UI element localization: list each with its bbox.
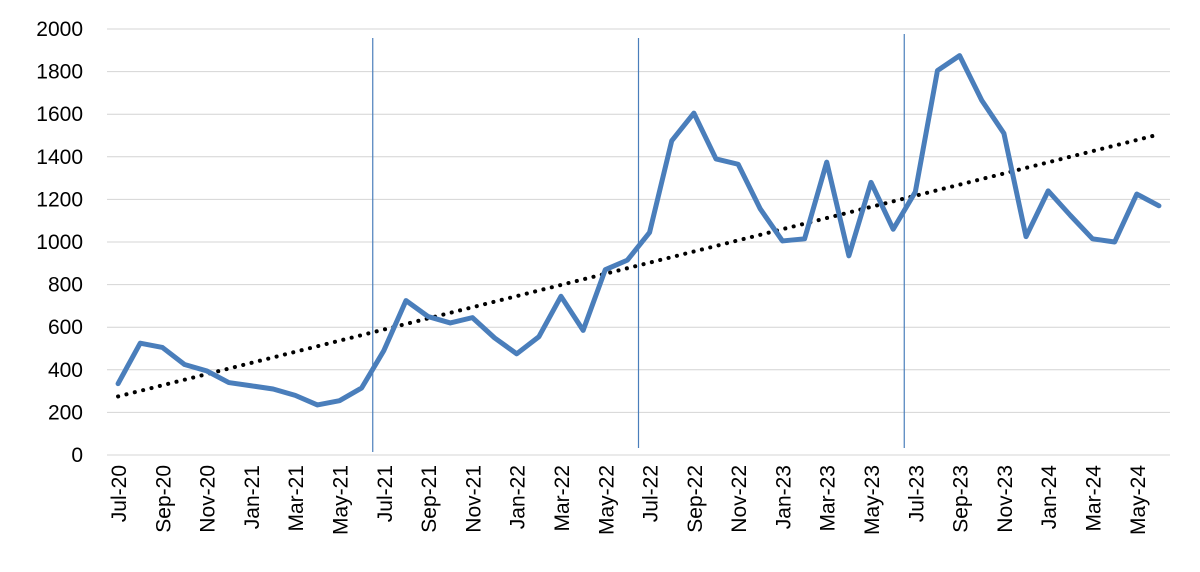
x-tick-label: May-21 bbox=[330, 465, 353, 535]
y-tick-label: 200 bbox=[48, 401, 83, 424]
x-tick-label: Jul-22 bbox=[640, 465, 663, 522]
x-tick-label: Nov-20 bbox=[197, 465, 220, 533]
x-tick-label: Jan-21 bbox=[241, 465, 264, 529]
x-tick-label: Jan-22 bbox=[507, 465, 530, 529]
y-tick-label: 2000 bbox=[36, 18, 83, 41]
series-group bbox=[115, 53, 1162, 408]
x-tick-label: Mar-24 bbox=[1082, 465, 1105, 532]
y-tick-label: 1200 bbox=[36, 188, 83, 211]
y-tick-label: 1000 bbox=[36, 231, 83, 254]
x-tick-label: Nov-22 bbox=[728, 465, 751, 533]
x-tick-label: Jul-20 bbox=[108, 465, 131, 522]
x-tick-label: Sep-23 bbox=[950, 465, 973, 533]
x-tick-label: Mar-22 bbox=[551, 465, 574, 532]
x-tick-label: May-23 bbox=[861, 465, 884, 535]
y-tick-label: 1600 bbox=[36, 103, 83, 126]
x-tick-label: Sep-21 bbox=[418, 465, 441, 533]
x-tick-label: Mar-23 bbox=[817, 465, 840, 532]
series-line bbox=[115, 53, 1162, 408]
trendline bbox=[116, 132, 1161, 399]
x-tick-label: Jul-21 bbox=[374, 465, 397, 522]
x-tick-label: Mar-21 bbox=[285, 465, 308, 532]
y-tick-label: 1800 bbox=[36, 61, 83, 84]
y-tick-label: 1400 bbox=[36, 146, 83, 169]
x-tick-label: May-22 bbox=[595, 465, 618, 535]
x-tick-label: Sep-20 bbox=[152, 465, 175, 533]
y-tick-label: 400 bbox=[48, 359, 83, 382]
y-tick-label: 0 bbox=[71, 444, 83, 467]
y-tick-label: 800 bbox=[48, 274, 83, 297]
x-tick-label: Nov-23 bbox=[994, 465, 1017, 533]
x-tick-label: Nov-21 bbox=[462, 465, 485, 533]
x-axis-tick-labels: Jul-20 Sep-20 Nov-20 Jan-21 Mar-21 May-21 Jul-… bbox=[108, 465, 1150, 535]
y-tick-label: 600 bbox=[48, 316, 83, 339]
trendline-group bbox=[116, 132, 1161, 399]
x-tick-label: Jan-23 bbox=[772, 465, 795, 529]
x-tick-label: Jul-23 bbox=[905, 465, 928, 522]
x-tick-label: Jan-24 bbox=[1038, 465, 1061, 530]
x-tick-label: Sep-22 bbox=[684, 465, 707, 533]
y-axis-tick-labels: 0 200 400 600 800 1000 1200 1400 1600 1800 2000 bbox=[36, 18, 83, 467]
x-tick-label: May-24 bbox=[1127, 465, 1150, 535]
